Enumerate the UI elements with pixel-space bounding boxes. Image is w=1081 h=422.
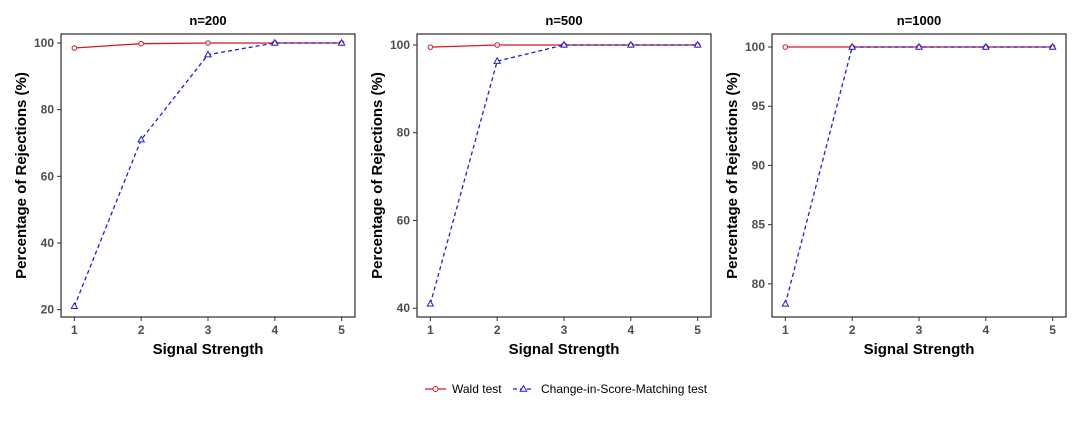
y-tick-label: 100: [745, 40, 765, 54]
x-tick-label: 4: [271, 323, 278, 337]
point-csm: [426, 299, 435, 307]
legend: Wald test Change-in-Score-Matching test: [425, 382, 708, 396]
point-csm: [693, 40, 702, 48]
point-csm: [915, 42, 923, 50]
panel-title: n=1000: [897, 13, 941, 28]
point-wald: [205, 40, 211, 46]
panel-border: [416, 33, 712, 318]
y-tick-label: 80: [397, 126, 411, 140]
panel-2: n=500 1 2 3 4 5 40 60 80 100 Signal Strength Percen…: [369, 13, 712, 358]
series-line-csm: [429, 44, 698, 305]
series-csm: [426, 40, 702, 307]
point-wald: [427, 44, 434, 50]
y-axis-title: Percentage of Rejections (%): [13, 72, 30, 279]
point-csm: [70, 302, 79, 310]
point-wald: [494, 42, 500, 48]
x-axis-title: Signal Strength: [509, 341, 620, 358]
x-axis-title: Signal Strength: [864, 341, 975, 358]
x-tick-label: 5: [1049, 323, 1056, 337]
y-axis-title: Percentage of Rejections (%): [724, 72, 741, 279]
y-tick-label: 20: [41, 303, 55, 317]
panels: n=200 1 2 3 4 5 20 40 60 80 100 Signal Strength Perc…: [13, 13, 1067, 358]
x-tick-label: 1: [71, 323, 78, 337]
x-tick-label: 2: [138, 323, 145, 337]
point-csm: [626, 40, 635, 48]
series-wald: [71, 40, 345, 51]
x-tick-label: 4: [627, 323, 634, 337]
y-tick-label: 60: [397, 213, 411, 227]
x-tick-label: 3: [205, 323, 212, 337]
y-tick-label: 80: [41, 103, 55, 117]
series-line-csm: [73, 42, 342, 307]
panel-title: n=500: [545, 13, 582, 28]
series-csm: [70, 38, 346, 310]
y-tick-label: 100: [390, 38, 410, 52]
y-tick-label: 90: [752, 158, 766, 172]
x-tick-label: 5: [338, 323, 345, 337]
legend-csm-label: Change-in-Score-Matching test: [541, 382, 708, 396]
panel-title: n=200: [189, 13, 226, 28]
point-csm: [204, 50, 212, 58]
x-tick-label: 5: [694, 323, 701, 337]
point-csm: [493, 56, 502, 64]
legend-wald-label: Wald test: [452, 382, 502, 396]
point-csm: [337, 38, 346, 46]
panel-border: [60, 33, 356, 318]
series-csm: [781, 42, 1057, 307]
point-csm: [560, 40, 568, 48]
x-tick-label: 1: [782, 323, 789, 337]
point-csm: [848, 42, 857, 50]
legend-csm-marker: [519, 384, 528, 392]
x-tick-label: 4: [982, 323, 989, 337]
x-tick-label: 3: [561, 323, 568, 337]
y-tick-label: 40: [397, 301, 411, 315]
y-tick-label: 95: [752, 99, 766, 113]
point-csm: [270, 38, 279, 46]
panel-1: n=200 1 2 3 4 5 20 40 60 80 100 Signal Strength Perc…: [13, 13, 356, 358]
x-tick-label: 2: [494, 323, 501, 337]
point-csm: [981, 42, 990, 50]
y-tick-label: 80: [752, 277, 766, 291]
x-tick-label: 1: [427, 323, 434, 337]
point-csm: [137, 135, 146, 143]
y-tick-label: 85: [752, 218, 766, 232]
y-tick-label: 40: [41, 236, 55, 250]
x-axis-title: Signal Strength: [153, 341, 264, 358]
x-tick-label: 2: [849, 323, 856, 337]
x-tick-label: 3: [916, 323, 923, 337]
y-axis-title: Percentage of Rejections (%): [369, 72, 386, 279]
panel-border: [771, 33, 1067, 318]
point-csm: [781, 299, 790, 307]
point-csm: [1048, 42, 1057, 50]
y-tick-label: 100: [34, 36, 54, 50]
point-wald: [782, 44, 789, 50]
panel-3: n=1000 1 2 3 4 5 80 85 90 95 100 Signal Strength Per…: [724, 13, 1067, 358]
series-line-csm: [784, 46, 1053, 305]
point-wald: [138, 40, 144, 47]
y-tick-label: 60: [41, 169, 55, 183]
legend-wald-marker: [432, 386, 439, 392]
point-wald: [71, 45, 78, 51]
